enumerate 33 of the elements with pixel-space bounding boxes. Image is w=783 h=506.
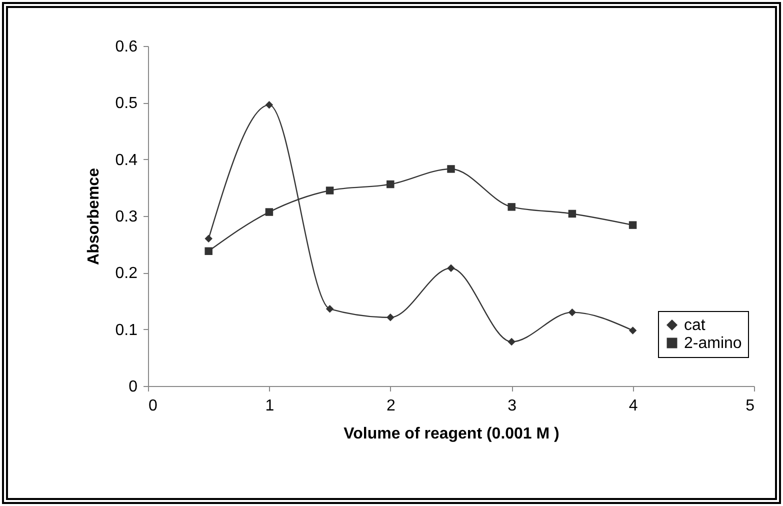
point: [326, 186, 334, 194]
y-tick-label: 0: [128, 378, 138, 396]
point: [628, 221, 637, 229]
point: [265, 101, 274, 109]
y-tick-label: 0.5: [115, 95, 138, 112]
point: [568, 308, 576, 316]
x-tick-label: 5: [746, 398, 755, 414]
y-axis-title: Absorbemce: [85, 168, 102, 265]
x-tick-label: 3: [508, 398, 517, 414]
point: [447, 165, 455, 173]
x-tick-label: 1: [265, 398, 274, 414]
x-tick-label: 0: [148, 398, 158, 414]
point: [508, 203, 516, 211]
legend-label: cat: [684, 317, 706, 334]
x-axis-title: Volume of reagent (0.001 M ): [344, 426, 560, 442]
point: [447, 264, 455, 272]
x-tick-label: 4: [628, 398, 638, 414]
point: [204, 234, 212, 243]
point: [568, 210, 576, 218]
point: [386, 180, 394, 188]
legend-label: 2-amino: [684, 335, 742, 352]
point: [628, 326, 637, 334]
point: [204, 247, 212, 256]
x-tick-label: 2: [386, 398, 396, 414]
y-tick-label: 0.6: [115, 38, 138, 56]
y-tick-label: 0.1: [115, 322, 138, 339]
point: [265, 208, 274, 216]
y-tick-label: 0.3: [115, 208, 138, 226]
point: [326, 305, 334, 313]
y-tick-label: 0.2: [115, 265, 138, 282]
y-tick-label: 0.4: [115, 152, 138, 169]
point: [508, 338, 516, 346]
point: [386, 314, 394, 322]
